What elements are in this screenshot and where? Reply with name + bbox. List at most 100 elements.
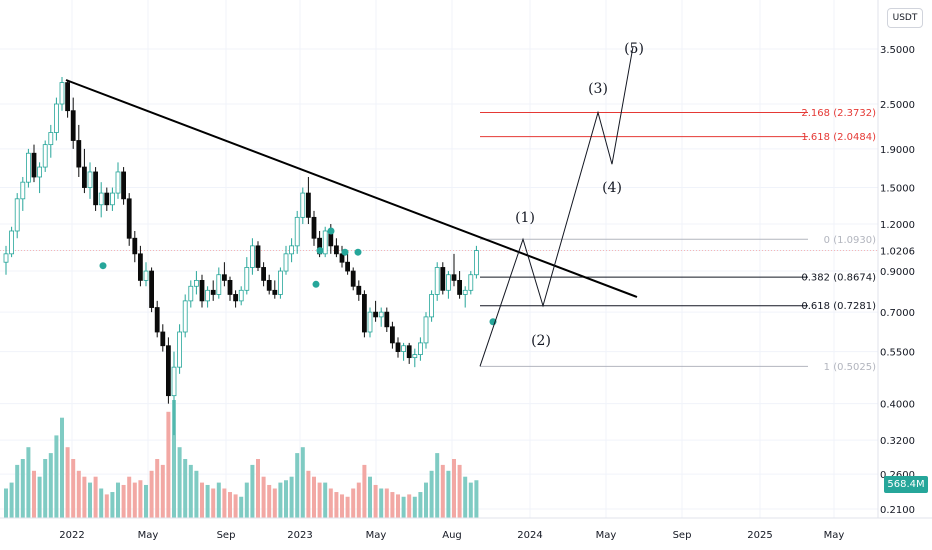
time-tick-label: 2022 (59, 530, 84, 541)
candle-body (171, 366, 177, 397)
candle (137, 245, 143, 287)
volume-bar (323, 482, 328, 518)
fib-label: 0 (1.0930) (824, 235, 876, 246)
candle (76, 124, 82, 177)
volume-bar (76, 470, 81, 518)
candle-body (462, 289, 468, 295)
candle-body (249, 245, 255, 268)
candle-body (65, 82, 70, 112)
candle-body (255, 245, 261, 268)
signal-dot (327, 227, 335, 235)
signal-dot (316, 247, 324, 255)
candle-body (37, 166, 42, 178)
candle (300, 187, 306, 225)
volume-bar (93, 476, 98, 518)
candle (277, 267, 283, 299)
currency-label[interactable]: USDT (887, 8, 923, 28)
candle (401, 342, 407, 361)
candle-body (440, 267, 446, 291)
candle-body (3, 253, 9, 263)
candle-body (160, 331, 166, 347)
volume-bar (379, 488, 384, 518)
candle-body (283, 253, 289, 272)
candle (82, 148, 87, 194)
candle (261, 262, 267, 287)
volume-bar (177, 447, 182, 518)
volume-bar (205, 484, 210, 518)
candle (462, 286, 468, 308)
candle (367, 307, 373, 338)
volume-bar (474, 480, 479, 518)
candle (423, 312, 429, 349)
candle (65, 79, 70, 118)
price-axis: 3.5000 2.5000 1.9000 1.5000 1.2000 1.0206 0.90… (880, 45, 915, 516)
time-tick-label: Aug (442, 530, 462, 541)
time-axis: 2022 May Sep 2023 May Aug 2024 May Sep 2025 May (59, 530, 844, 541)
volume-bar (452, 459, 456, 518)
candle-body (193, 280, 199, 287)
candle-body (143, 270, 149, 281)
volume-bar (418, 492, 423, 518)
volume-bar (429, 470, 434, 518)
price-tick-label: 1.0206 (880, 246, 915, 257)
candle (216, 267, 222, 299)
volume-bar (401, 496, 406, 518)
candle (294, 210, 300, 254)
candle (378, 307, 384, 327)
volume-bar (233, 494, 238, 518)
candle-body (305, 192, 311, 218)
candle (311, 210, 317, 246)
volume-bar (390, 492, 395, 518)
candle (255, 241, 261, 272)
volume-bar (345, 496, 350, 518)
volume-bar (306, 470, 311, 518)
candle (266, 274, 272, 295)
candle-body (70, 110, 76, 141)
candle-body (165, 345, 171, 397)
volume-bar (60, 417, 64, 518)
candle-body (429, 294, 435, 318)
volume-bar (328, 488, 333, 518)
candle (451, 253, 457, 287)
volume-bar (356, 482, 361, 518)
candle-body (361, 294, 367, 333)
candle (384, 307, 390, 332)
candle-body (177, 331, 183, 368)
volume-bar (256, 459, 260, 518)
candle-body (221, 274, 227, 281)
candle (283, 245, 289, 275)
candle (143, 262, 149, 287)
volume-bar (183, 459, 188, 518)
volume-bar (384, 488, 389, 518)
candle (182, 294, 188, 338)
candle-body (244, 267, 250, 291)
fib-label: 0.618 (0.7281) (801, 301, 876, 312)
candle (373, 300, 379, 322)
candle-body (126, 198, 132, 239)
candle (289, 238, 295, 263)
time-tick-label: 2023 (287, 530, 312, 541)
price-tick-label: 1.5000 (880, 184, 915, 195)
candle (87, 162, 93, 199)
candle (20, 176, 26, 211)
candle (188, 280, 194, 308)
candle-body (76, 140, 82, 168)
volume-bar (138, 480, 143, 518)
candle (233, 290, 239, 308)
candle-body (412, 354, 418, 359)
candle-body (401, 345, 407, 352)
volume-bar (155, 459, 160, 518)
volume-bar (20, 459, 25, 518)
candle-body (227, 280, 233, 295)
volume-bar (194, 470, 199, 518)
volume-bar (166, 411, 171, 518)
volume-bar (396, 494, 400, 518)
time-tick-label: Sep (217, 530, 236, 541)
candle (171, 351, 177, 436)
descending-trendline (65, 79, 638, 298)
candle (121, 167, 126, 205)
price-tick-label: 0.2600 (880, 470, 915, 481)
candle (333, 238, 339, 258)
volume-bar (37, 476, 42, 518)
